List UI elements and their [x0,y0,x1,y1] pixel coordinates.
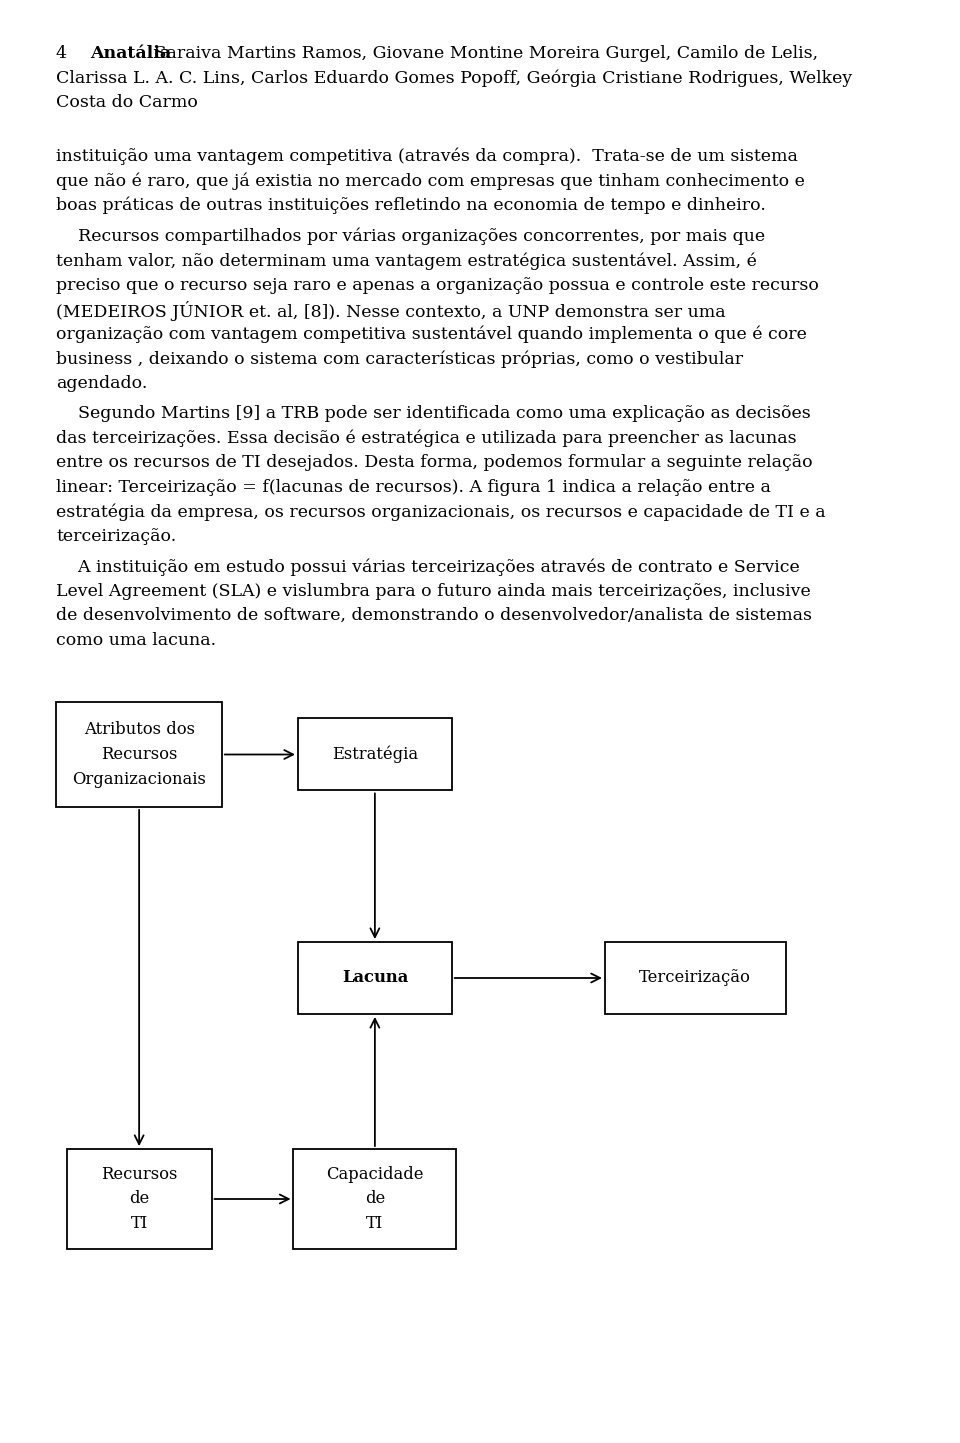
Bar [605,942,785,1014]
Text: organização com vantagem competitiva sustentável quando implementa o que é core: organização com vantagem competitiva sus… [57,326,807,343]
Text: Anatália: Anatália [90,45,172,62]
Text: que não é raro, que já existia no mercado com empresas que tinham conhecimento e: que não é raro, que já existia no mercad… [57,172,805,190]
Text: Terceirização: Terceirização [639,970,751,987]
Text: como uma lacuna.: como uma lacuna. [57,632,217,649]
Text: Recursos
de
TI: Recursos de TI [101,1166,178,1232]
Text: Level Agreement (SLA) e vislumbra para o futuro ainda mais terceirizações, inclu: Level Agreement (SLA) e vislumbra para o… [57,583,811,600]
Bar [294,1149,456,1250]
Text: Capacidade
de
TI: Capacidade de TI [326,1166,423,1232]
Bar [57,701,222,807]
Text: agendado.: agendado. [57,375,148,391]
Bar [298,719,452,791]
Text: (MEDEIROS JÚNIOR et. al, [8]). Nesse contexto, a UNP demonstra ser uma: (MEDEIROS JÚNIOR et. al, [8]). Nesse con… [57,302,726,320]
Bar [298,942,452,1014]
Text: Clarissa L. A. C. Lins, Carlos Eduardo Gomes Popoff, Geórgia Cristiane Rodrigues: Clarissa L. A. C. Lins, Carlos Eduardo G… [57,69,852,87]
Text: Saraiva Martins Ramos, Giovane Montine Moreira Gurgel, Camilo de Lelis,: Saraiva Martins Ramos, Giovane Montine M… [149,45,818,62]
Text: business , deixando o sistema com características próprias, como o vestibular: business , deixando o sistema com caract… [57,351,743,368]
Text: Estratégia: Estratégia [332,746,418,763]
Text: A instituição em estudo possui várias terceirizações através de contrato e Servi: A instituição em estudo possui várias te… [57,558,800,576]
Text: de desenvolvimento de software, demonstrando o desenvolvedor/analista de sistema: de desenvolvimento de software, demonstr… [57,608,812,625]
Text: Recursos compartilhados por várias organizações concorrentes, por mais que: Recursos compartilhados por várias organ… [57,228,765,245]
Text: Segundo Martins [9] a TRB pode ser identificada como uma explicação as decisões: Segundo Martins [9] a TRB pode ser ident… [57,405,811,423]
Text: Atributos dos
Recursos
Organizacionais: Atributos dos Recursos Organizacionais [72,722,206,788]
Text: das terceirizações. Essa decisão é estratégica e utilizada para preencher as lac: das terceirizações. Essa decisão é estra… [57,430,797,447]
Text: 4: 4 [57,45,89,62]
Text: Lacuna: Lacuna [342,970,408,987]
Bar [66,1149,211,1250]
Text: estratégia da empresa, os recursos organizacionais, os recursos e capacidade de : estratégia da empresa, os recursos organ… [57,504,826,521]
Text: tenham valor, não determinam uma vantagem estratégica sustentável. Assim, é: tenham valor, não determinam uma vantage… [57,253,757,270]
Text: instituição uma vantagem competitiva (através da compra).  Trata-se de um sistem: instituição uma vantagem competitiva (at… [57,147,799,166]
Text: linear: Terceirização = f(lacunas de recursos). A figura 1 indica a relação entr: linear: Terceirização = f(lacunas de rec… [57,479,771,495]
Text: preciso que o recurso seja raro e apenas a organização possua e controle este re: preciso que o recurso seja raro e apenas… [57,277,819,293]
Text: terceirização.: terceirização. [57,528,177,544]
Text: entre os recursos de TI desejados. Desta forma, podemos formular a seguinte rela: entre os recursos de TI desejados. Desta… [57,455,813,472]
Text: boas práticas de outras instituições refletindo na economia de tempo e dinheiro.: boas práticas de outras instituições ref… [57,196,766,215]
Text: Costa do Carmo: Costa do Carmo [57,94,199,111]
